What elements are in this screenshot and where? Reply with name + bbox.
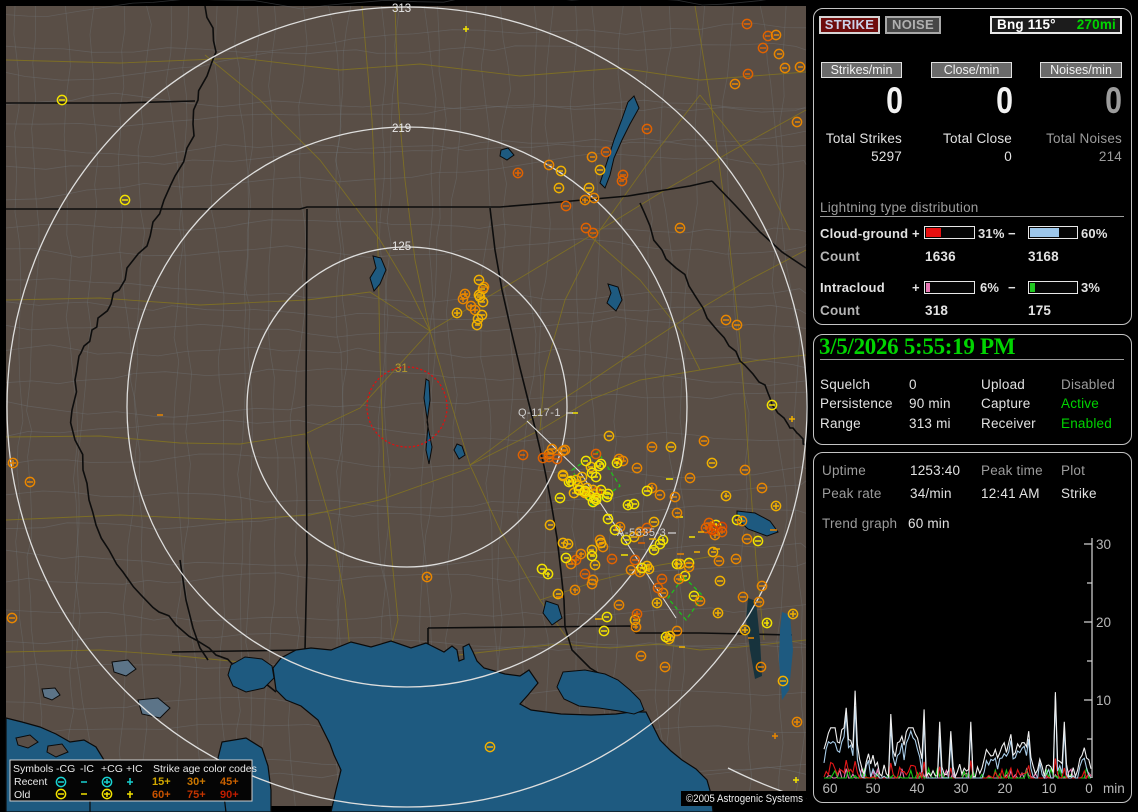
svg-text:A-5335-3: A-5335-3 bbox=[617, 527, 666, 539]
svg-text:313: 313 bbox=[392, 3, 411, 15]
svg-text:20: 20 bbox=[997, 781, 1012, 796]
svg-text:60: 60 bbox=[822, 781, 837, 796]
svg-text:30: 30 bbox=[953, 781, 968, 796]
svg-text:40: 40 bbox=[909, 781, 924, 796]
svg-text:219: 219 bbox=[392, 123, 411, 135]
svg-text:Old: Old bbox=[14, 789, 31, 801]
svg-text:Recent: Recent bbox=[14, 776, 47, 788]
svg-text:90+: 90+ bbox=[220, 789, 239, 801]
svg-text:50: 50 bbox=[865, 781, 880, 796]
svg-text:+IC: +IC bbox=[126, 763, 143, 775]
svg-text:31: 31 bbox=[395, 363, 408, 375]
svg-text:45+: 45+ bbox=[220, 776, 239, 788]
svg-text:10: 10 bbox=[1041, 781, 1056, 796]
svg-text:15+: 15+ bbox=[152, 776, 171, 788]
svg-text:Strike age color codes: Strike age color codes bbox=[153, 763, 257, 775]
svg-text:20: 20 bbox=[1096, 615, 1111, 630]
svg-text:10: 10 bbox=[1096, 693, 1111, 708]
svg-text:+CG: +CG bbox=[101, 763, 123, 775]
svg-text:-CG: -CG bbox=[56, 763, 75, 775]
svg-text:60+: 60+ bbox=[152, 789, 171, 801]
svg-text:©2005 Astrogenic Systems: ©2005 Astrogenic Systems bbox=[686, 793, 804, 805]
svg-text:Q-117-1: Q-117-1 bbox=[518, 407, 561, 419]
svg-text:75+: 75+ bbox=[187, 789, 206, 801]
svg-text:min: min bbox=[1103, 781, 1125, 796]
svg-text:Symbols: Symbols bbox=[13, 763, 53, 775]
svg-text:30: 30 bbox=[1096, 537, 1111, 552]
svg-text:0: 0 bbox=[1085, 781, 1093, 796]
svg-text:-IC: -IC bbox=[80, 763, 94, 775]
svg-text:125: 125 bbox=[392, 241, 411, 253]
svg-text:30+: 30+ bbox=[187, 776, 206, 788]
